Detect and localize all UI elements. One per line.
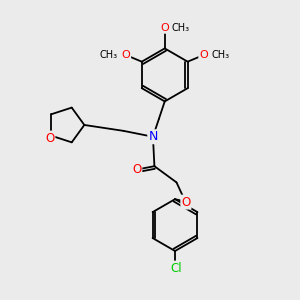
- Text: CH₃: CH₃: [100, 50, 118, 61]
- Text: CH₃: CH₃: [172, 23, 190, 33]
- Text: O: O: [122, 50, 130, 61]
- Text: CH₃: CH₃: [212, 50, 230, 61]
- Text: Cl: Cl: [171, 262, 182, 275]
- Text: O: O: [160, 23, 169, 33]
- Text: O: O: [181, 196, 190, 208]
- Text: O: O: [199, 50, 208, 61]
- Text: O: O: [132, 163, 141, 176]
- Text: N: N: [148, 130, 158, 143]
- Text: O: O: [45, 132, 55, 145]
